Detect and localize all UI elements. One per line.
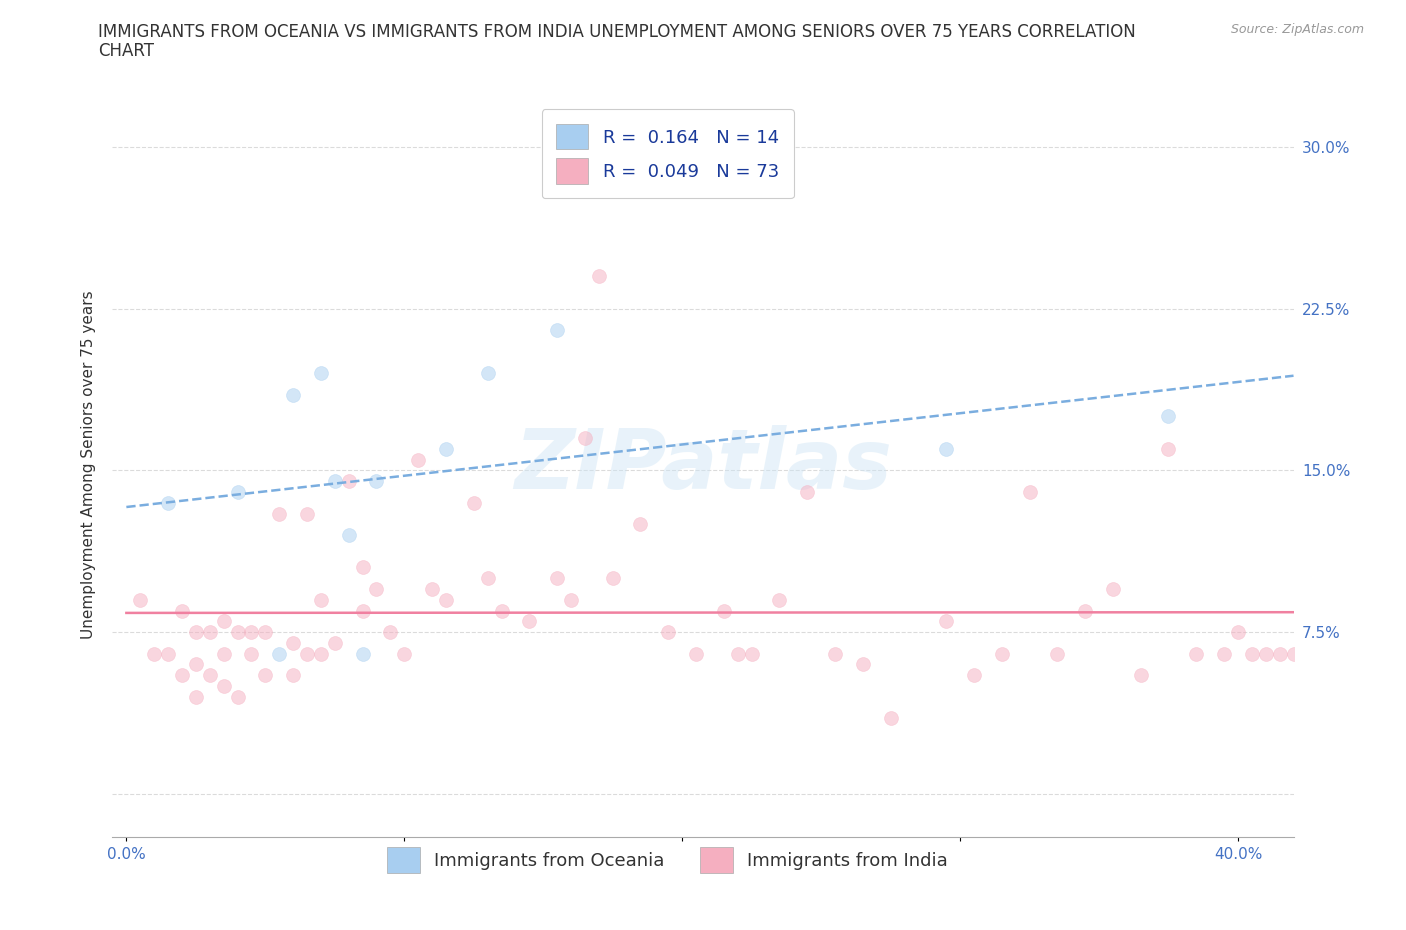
Point — [295, 646, 318, 661]
Point — [323, 473, 346, 488]
Point — [1185, 646, 1208, 661]
Point — [852, 657, 875, 671]
Point — [309, 365, 332, 380]
Point — [713, 604, 735, 618]
Point — [170, 604, 193, 618]
Point — [1254, 646, 1277, 661]
Point — [198, 668, 221, 683]
Point — [935, 614, 957, 629]
Point — [546, 323, 568, 338]
Point — [420, 581, 443, 596]
Point — [574, 431, 596, 445]
Point — [212, 646, 235, 661]
Point — [269, 646, 291, 661]
Point — [226, 689, 249, 704]
Point — [1213, 646, 1236, 661]
Point — [1226, 625, 1249, 640]
Point — [226, 485, 249, 499]
Point — [226, 625, 249, 640]
Point — [352, 604, 374, 618]
Point — [1018, 485, 1040, 499]
Point — [990, 646, 1012, 661]
Y-axis label: Unemployment Among Seniors over 75 years: Unemployment Among Seniors over 75 years — [80, 291, 96, 639]
Point — [394, 646, 416, 661]
Point — [588, 269, 610, 284]
Point — [129, 592, 152, 607]
Point — [170, 668, 193, 683]
Point — [352, 560, 374, 575]
Point — [366, 581, 388, 596]
Point — [198, 625, 221, 640]
Point — [560, 592, 582, 607]
Point — [1157, 442, 1180, 457]
Point — [491, 604, 513, 618]
Point — [240, 625, 263, 640]
Point — [323, 635, 346, 650]
Point — [630, 517, 652, 532]
Point — [380, 625, 402, 640]
Point — [309, 592, 332, 607]
Point — [1129, 668, 1152, 683]
Point — [254, 668, 277, 683]
Point — [295, 506, 318, 521]
Point — [1102, 581, 1125, 596]
Point — [406, 452, 429, 467]
Point — [963, 668, 986, 683]
Point — [434, 442, 457, 457]
Text: ZIPatlas: ZIPatlas — [515, 424, 891, 506]
Point — [281, 635, 304, 650]
Point — [352, 646, 374, 661]
Point — [281, 388, 304, 403]
Point — [1046, 646, 1069, 661]
Point — [254, 625, 277, 640]
Point — [517, 614, 540, 629]
Point — [463, 496, 485, 511]
Point — [157, 496, 180, 511]
Point — [281, 668, 304, 683]
Text: IMMIGRANTS FROM OCEANIA VS IMMIGRANTS FROM INDIA UNEMPLOYMENT AMONG SENIORS OVER: IMMIGRANTS FROM OCEANIA VS IMMIGRANTS FR… — [98, 23, 1136, 41]
Point — [240, 646, 263, 661]
Text: Source: ZipAtlas.com: Source: ZipAtlas.com — [1230, 23, 1364, 36]
Point — [741, 646, 763, 661]
Point — [727, 646, 749, 661]
Point — [477, 365, 499, 380]
Point — [212, 614, 235, 629]
Point — [546, 571, 568, 586]
Point — [269, 506, 291, 521]
Point — [1282, 646, 1305, 661]
Point — [1296, 646, 1319, 661]
Point — [685, 646, 707, 661]
Point — [1240, 646, 1263, 661]
Point — [366, 473, 388, 488]
Point — [143, 646, 166, 661]
Point — [1268, 646, 1291, 661]
Legend: Immigrants from Oceania, Immigrants from India: Immigrants from Oceania, Immigrants from… — [380, 840, 955, 880]
Point — [602, 571, 624, 586]
Point — [184, 625, 207, 640]
Point — [309, 646, 332, 661]
Point — [824, 646, 846, 661]
Point — [879, 711, 901, 725]
Point — [657, 625, 679, 640]
Point — [1157, 409, 1180, 424]
Point — [157, 646, 180, 661]
Point — [337, 473, 360, 488]
Point — [337, 527, 360, 542]
Point — [768, 592, 790, 607]
Point — [796, 485, 818, 499]
Text: CHART: CHART — [98, 42, 155, 60]
Point — [184, 689, 207, 704]
Point — [1074, 604, 1097, 618]
Point — [477, 571, 499, 586]
Point — [184, 657, 207, 671]
Point — [935, 442, 957, 457]
Point — [212, 679, 235, 694]
Point — [434, 592, 457, 607]
